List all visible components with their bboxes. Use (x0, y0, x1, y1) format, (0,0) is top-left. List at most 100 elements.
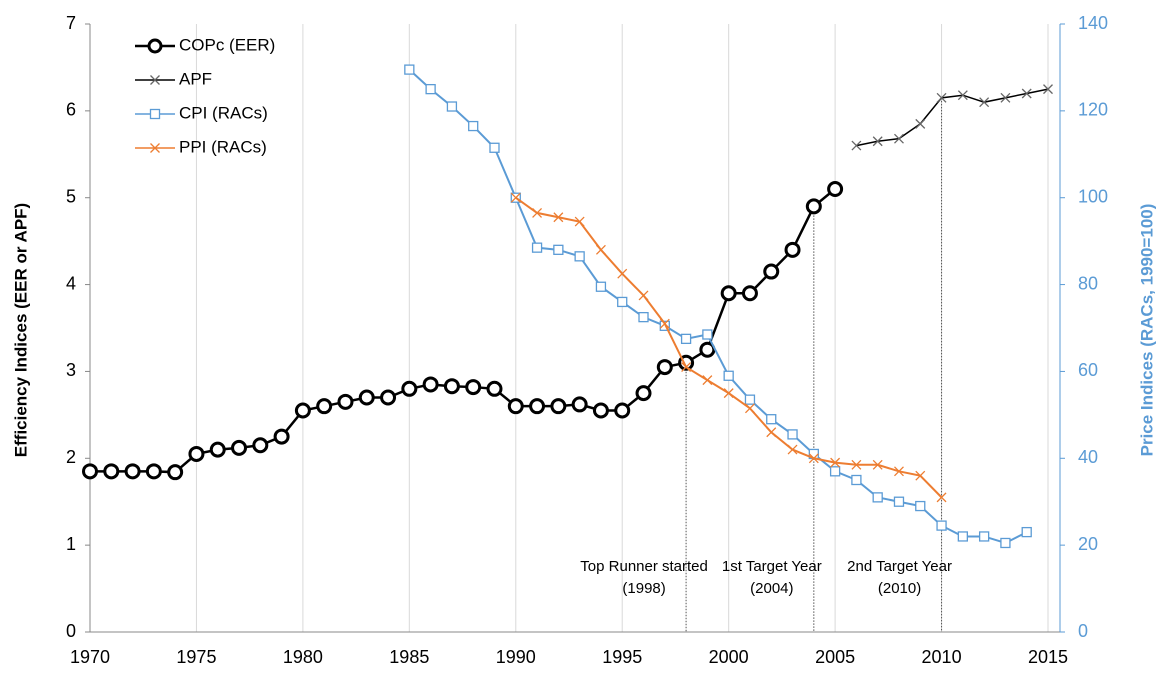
marker (553, 244, 564, 255)
marker (82, 463, 98, 480)
marker (574, 251, 585, 262)
legend-label: COPc (EER) (179, 35, 275, 54)
marker (422, 376, 439, 393)
marker (617, 268, 628, 279)
x-tick-label: 1985 (389, 647, 429, 667)
marker (468, 120, 479, 132)
marker (529, 398, 546, 415)
marker (507, 398, 524, 415)
marker (1000, 537, 1011, 549)
annotation-text: (2010) (878, 580, 921, 597)
marker (915, 500, 926, 512)
y2-tick-label: 140 (1078, 13, 1108, 33)
marker (510, 192, 521, 203)
marker (702, 329, 713, 340)
x-tick-label: 2005 (815, 647, 855, 667)
x-tick-label: 1970 (70, 647, 110, 667)
marker (894, 466, 904, 477)
marker (936, 520, 947, 531)
marker (787, 444, 798, 455)
y2-tick-label: 60 (1078, 360, 1098, 380)
marker (784, 241, 801, 258)
marker (827, 181, 844, 198)
marker (720, 285, 737, 302)
y-axis-label: Efficiency Indices (EER or APF) (11, 203, 30, 457)
marker (532, 207, 543, 218)
series (82, 181, 844, 481)
y-tick-label: 4 (66, 273, 76, 293)
marker (404, 64, 415, 75)
marker (294, 402, 311, 419)
marker (741, 285, 758, 302)
x-tick-label: 1990 (496, 647, 536, 667)
marker (763, 263, 780, 280)
marker (656, 359, 673, 376)
marker (830, 457, 841, 468)
marker (872, 136, 883, 147)
x-tick-label: 1980 (283, 647, 323, 667)
marker (638, 290, 649, 301)
marker (936, 492, 947, 503)
series (510, 192, 947, 503)
marker (103, 463, 120, 480)
marker (744, 394, 756, 405)
x-tick-label: 2000 (709, 647, 749, 667)
marker (273, 428, 290, 445)
y-tick-label: 5 (66, 186, 76, 206)
annotation-text: (1998) (622, 580, 665, 597)
legend-label: APF (179, 69, 212, 88)
marker (209, 441, 226, 458)
y-tick-label: 2 (66, 447, 76, 467)
legend-label: PPI (RACs) (179, 137, 267, 156)
marker (188, 445, 205, 462)
series-line (90, 188, 836, 474)
marker (872, 492, 883, 503)
marker (167, 464, 184, 481)
annotation-text: Top Runner started (580, 558, 708, 575)
marker (574, 216, 585, 227)
marker (851, 140, 862, 151)
y2-tick-label: 20 (1078, 534, 1098, 554)
marker (446, 101, 458, 112)
marker (635, 385, 652, 402)
marker (553, 212, 564, 223)
legend-marker (149, 108, 161, 120)
annotation-text: (2004) (750, 580, 793, 597)
y2-tick-label: 120 (1078, 100, 1108, 120)
marker (595, 244, 606, 255)
y-tick-label: 6 (66, 100, 76, 120)
marker (659, 318, 670, 329)
marker (957, 531, 968, 542)
marker (489, 142, 500, 153)
x-tick-label: 1995 (602, 647, 642, 667)
x-tick-label: 2015 (1028, 647, 1068, 667)
marker (337, 393, 354, 410)
marker (316, 398, 333, 415)
y2-axis-label: Price Indices (RACs, 1990=100) (1137, 204, 1156, 457)
marker (744, 403, 755, 414)
marker (401, 380, 418, 397)
marker (680, 333, 692, 345)
marker (1021, 526, 1032, 538)
y2-tick-label: 0 (1078, 621, 1088, 641)
marker (851, 474, 862, 486)
marker (894, 133, 904, 144)
marker (465, 379, 482, 396)
marker (486, 380, 503, 397)
x-tick-label: 1975 (176, 647, 216, 667)
y-tick-label: 3 (66, 360, 76, 380)
y-tick-label: 0 (66, 621, 76, 641)
series-line (856, 88, 1049, 147)
marker (915, 470, 926, 481)
series (404, 64, 1032, 549)
marker (1000, 92, 1011, 103)
marker (723, 370, 734, 381)
y2-tick-label: 40 (1078, 447, 1098, 467)
legend-marker (150, 143, 160, 153)
x-tick-label: 2010 (922, 647, 962, 667)
annotation-text: 2nd Target Year (847, 558, 952, 575)
marker (978, 531, 990, 542)
marker (592, 402, 609, 419)
legend-marker (147, 38, 163, 54)
marker (550, 398, 567, 415)
